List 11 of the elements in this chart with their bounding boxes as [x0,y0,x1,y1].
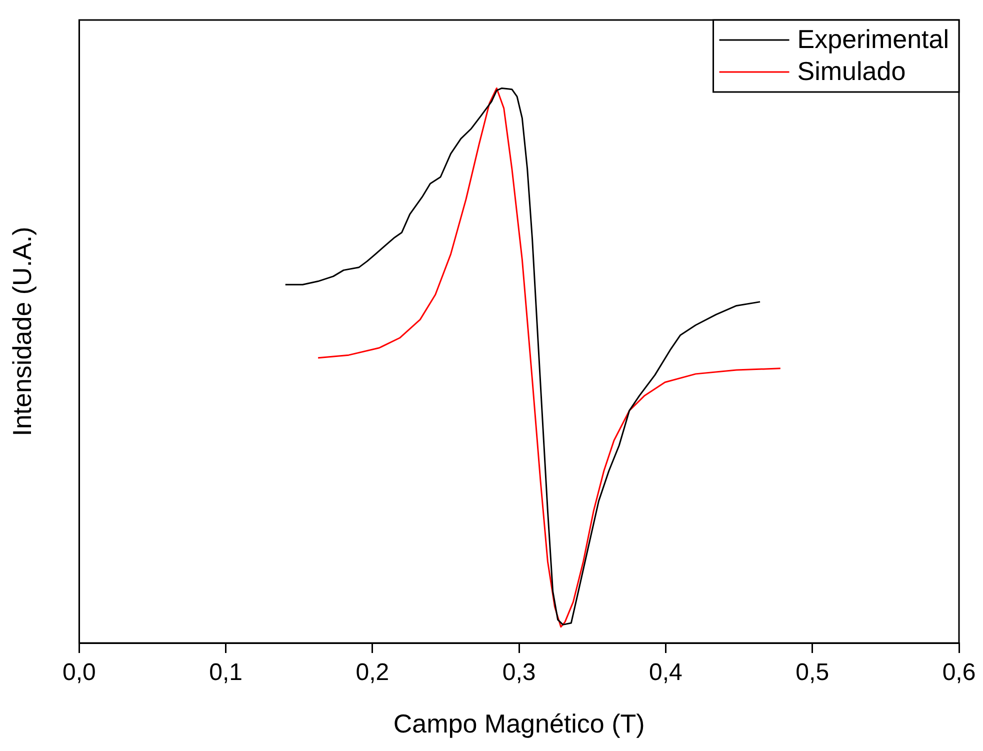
x-tick-label: 0,1 [209,659,243,686]
x-tick-label: 0,2 [356,659,390,686]
x-tick-label: 0,6 [942,659,976,686]
x-tick-label: 0,5 [796,659,830,686]
legend-label: Experimental [797,24,949,54]
x-tick-label: 0,0 [62,659,96,686]
x-tick-label: 0,4 [649,659,682,686]
legend-label: Simulado [797,56,906,86]
x-tick-label: 0,3 [502,659,536,686]
y-axis-title: Intensidade (U.A.) [6,226,37,436]
x-axis-title: Campo Magnético (T) [393,708,645,739]
